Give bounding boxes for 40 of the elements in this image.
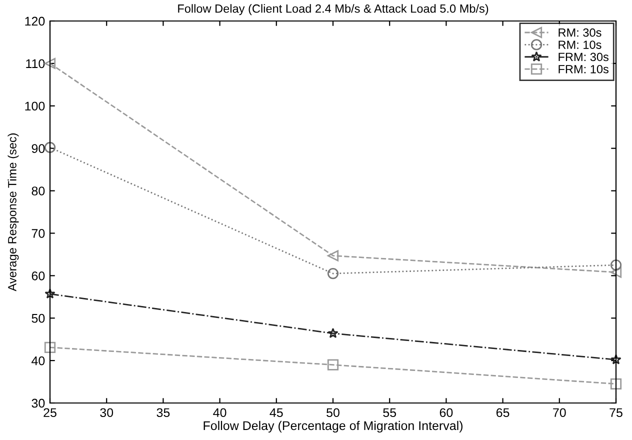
x-tick-label: 50: [326, 408, 340, 418]
y-tick-label: 60: [32, 271, 45, 280]
x-tick-label: 25: [44, 408, 56, 418]
point: [610, 266, 622, 278]
legend-label: FRM: 10s: [558, 64, 608, 74]
point: [327, 268, 339, 280]
y-tick-label: 50: [32, 314, 45, 323]
y-axis-title: Average Response Time (sec): [8, 133, 19, 292]
point: [44, 342, 56, 353]
y-tick-label: 100: [25, 102, 45, 111]
x-tick-label: 55: [383, 408, 396, 418]
x-tick-label: 65: [496, 408, 510, 418]
point: [327, 359, 339, 370]
point: [610, 260, 622, 271]
x-tick-label: 75: [610, 408, 622, 418]
x-tick-label: 60: [440, 408, 453, 418]
point: [44, 58, 56, 69]
point: [44, 288, 56, 299]
legend-label: RM: 10s: [558, 40, 602, 49]
legend-label: RM: 30s: [558, 28, 602, 37]
x-tick-label: 30: [100, 408, 114, 418]
y-tick-label: 110: [26, 59, 45, 68]
y-tick-label: 40: [32, 356, 45, 366]
legend-label: FRM: 30s: [558, 52, 608, 62]
x-tick-label: 70: [553, 408, 566, 418]
point: [44, 142, 56, 154]
y-tick-label: 80: [32, 186, 45, 196]
y-tick-label: 120: [25, 16, 45, 26]
x-tick-label: 40: [213, 408, 226, 418]
x-axis-title: Follow Delay (Percentage of Migration Interval): [204, 420, 462, 433]
y-tick-label: 70: [32, 229, 45, 238]
point: [610, 354, 622, 364]
chart-title: Follow Delay (Client Load 2.4 Mb/s & Attack Load 5.0 Mb/s): [178, 4, 488, 16]
y-tick-label: 90: [32, 144, 45, 153]
x-tick-label: 35: [156, 408, 170, 418]
point: [327, 250, 339, 262]
y-tick-label: 30: [32, 398, 45, 408]
x-tick-label: 45: [270, 408, 283, 418]
point: [328, 328, 338, 338]
point: [610, 378, 622, 390]
